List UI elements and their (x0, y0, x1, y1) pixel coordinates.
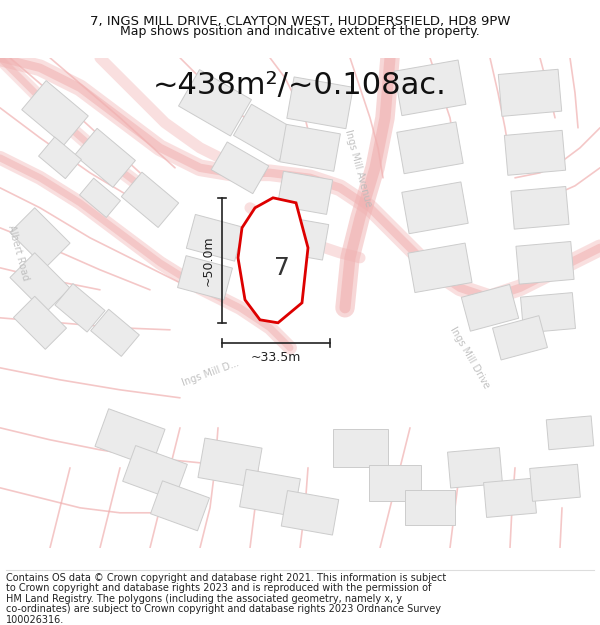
Polygon shape (74, 128, 136, 188)
Polygon shape (91, 309, 139, 356)
Polygon shape (493, 316, 547, 360)
Polygon shape (80, 178, 121, 217)
Text: Ings Mill Avenue: Ings Mill Avenue (343, 128, 373, 208)
Polygon shape (516, 241, 574, 284)
Polygon shape (332, 429, 388, 467)
Text: Map shows position and indicative extent of the property.: Map shows position and indicative extent… (120, 25, 480, 38)
Polygon shape (448, 448, 502, 488)
Polygon shape (287, 77, 353, 129)
Polygon shape (277, 171, 332, 214)
Polygon shape (369, 465, 421, 501)
Text: Contains OS data © Crown copyright and database right 2021. This information is : Contains OS data © Crown copyright and d… (6, 573, 446, 583)
Polygon shape (402, 182, 468, 234)
Polygon shape (530, 464, 580, 501)
Polygon shape (498, 69, 562, 116)
Text: 100026316.: 100026316. (6, 615, 64, 625)
Polygon shape (211, 142, 269, 194)
Polygon shape (95, 409, 165, 467)
Polygon shape (151, 481, 209, 531)
Text: ~33.5m: ~33.5m (251, 351, 301, 364)
Polygon shape (394, 60, 466, 116)
Polygon shape (281, 491, 339, 535)
Polygon shape (179, 69, 251, 136)
Text: ~50.0m: ~50.0m (202, 235, 215, 286)
Text: to Crown copyright and database rights 2023 and is reproduced with the permissio: to Crown copyright and database rights 2… (6, 583, 431, 593)
Text: Ings Mill Drive: Ings Mill Drive (448, 325, 492, 391)
Text: Ings Mill D...: Ings Mill D... (180, 358, 240, 387)
Polygon shape (521, 292, 575, 333)
Polygon shape (198, 438, 262, 488)
Text: Albert Road: Albert Road (6, 224, 30, 282)
Text: 7, INGS MILL DRIVE, CLAYTON WEST, HUDDERSFIELD, HD8 9PW: 7, INGS MILL DRIVE, CLAYTON WEST, HUDDER… (90, 15, 510, 28)
Polygon shape (505, 131, 566, 175)
Polygon shape (38, 137, 82, 179)
Polygon shape (405, 490, 455, 525)
Polygon shape (10, 253, 70, 313)
Polygon shape (511, 186, 569, 229)
Polygon shape (461, 284, 518, 331)
Polygon shape (546, 416, 594, 450)
Polygon shape (13, 296, 67, 349)
Polygon shape (178, 256, 232, 300)
Polygon shape (121, 172, 179, 227)
Polygon shape (233, 104, 296, 161)
Polygon shape (239, 469, 301, 516)
Polygon shape (22, 81, 88, 145)
Text: co-ordinates) are subject to Crown copyright and database rights 2023 Ordnance S: co-ordinates) are subject to Crown copyr… (6, 604, 441, 614)
Polygon shape (238, 198, 308, 322)
Polygon shape (408, 243, 472, 292)
Polygon shape (280, 124, 340, 171)
Polygon shape (122, 446, 187, 500)
Text: HM Land Registry. The polygons (including the associated geometry, namely x, y: HM Land Registry. The polygons (includin… (6, 594, 402, 604)
Polygon shape (10, 208, 70, 268)
Text: ~438m²/~0.108ac.: ~438m²/~0.108ac. (153, 71, 447, 100)
Polygon shape (397, 122, 463, 174)
Polygon shape (55, 284, 105, 332)
Polygon shape (484, 478, 536, 518)
Polygon shape (187, 214, 244, 261)
Text: 7: 7 (274, 256, 290, 280)
Polygon shape (271, 216, 329, 260)
